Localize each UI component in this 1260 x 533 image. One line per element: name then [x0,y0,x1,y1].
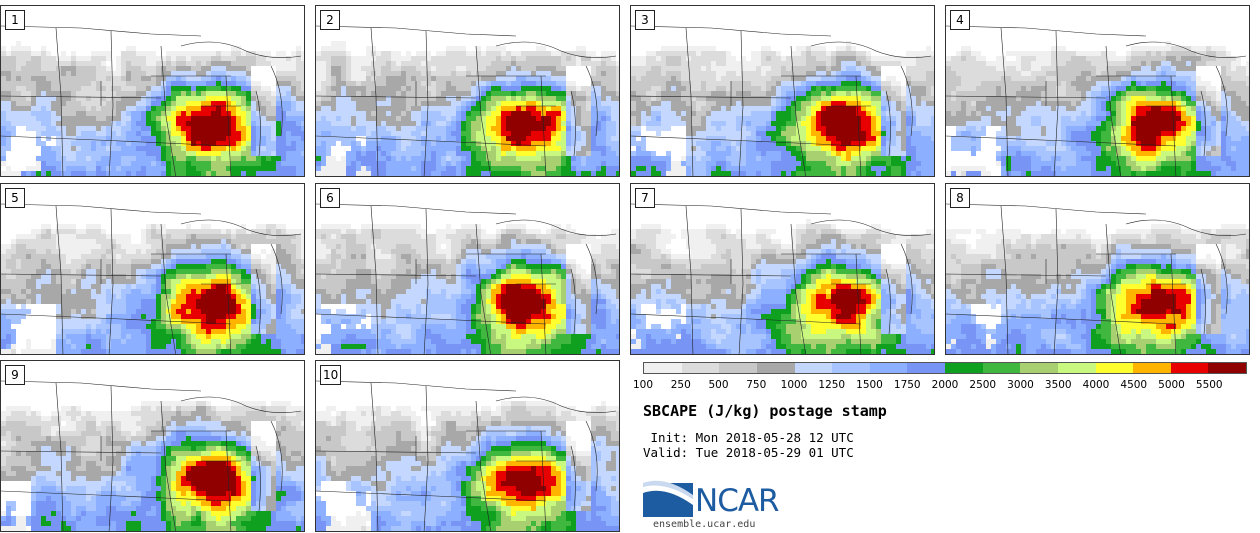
colorbar-tick-label: 1000 [780,379,808,391]
sbcape-field [946,203,1249,354]
sbcape-field [631,203,934,354]
colorbar-tick-label: 1500 [856,379,883,391]
ensemble-member-map-3: 3 [630,5,935,177]
ensemble-member-map-10: 10 [315,360,620,532]
sbcape-field [946,25,1249,176]
colorbar-segment [644,363,682,373]
valid-time: Valid: Tue 2018-05-29 01 UTC [643,445,854,460]
logo-url: ensemble.ucar.edu [653,519,756,530]
ensemble-member-map-7: 7 [630,183,935,355]
ensemble-member-map-2: 2 [315,5,620,177]
sbcape-field [1,380,304,531]
colorbar-tick-label: 3500 [1044,379,1072,391]
colorbar-tick-label: 1750 [893,379,921,391]
colorbar-tick-label: 2500 [969,379,997,391]
sbcape-colorbar [643,362,1247,374]
member-number-label: 4 [950,10,970,30]
sbcape-field [1,25,304,176]
colorbar-tick-label: 5000 [1158,379,1185,391]
colorbar-segment [1057,363,1096,373]
member-number-label: 1 [5,10,25,30]
ensemble-member-map-8: 8 [945,183,1250,355]
colorbar-segment [1095,363,1134,373]
colorbar-tick-label: 1250 [818,379,846,391]
sbcape-field [316,380,619,531]
colorbar-tick-label: 100 [632,379,654,391]
member-number-label: 6 [320,188,340,208]
sbcape-field [631,25,934,176]
colorbar-segment [1170,363,1209,373]
colorbar-segment [832,363,870,373]
init-time: Init: Mon 2018-05-28 12 UTC [643,430,854,445]
ensemble-member-map-6: 6 [315,183,620,355]
colorbar-segment [756,363,795,373]
colorbar-segment [1133,363,1171,373]
colorbar-segment [907,363,945,373]
colorbar-segment [1208,363,1246,373]
colorbar-segment [1020,363,1058,373]
colorbar-segment [681,363,720,373]
logo-wordmark: NCAR [695,483,780,519]
member-number-label: 8 [950,188,970,208]
colorbar-tick-label: 4500 [1120,379,1148,391]
colorbar-tick-label: 250 [670,379,691,391]
sbcape-field [316,25,619,176]
colorbar-tick-label: 5500 [1195,379,1223,391]
colorbar-segment [719,363,757,373]
member-number-label: 5 [5,188,25,208]
member-number-label: 10 [320,365,342,385]
colorbar-tick-label: 2000 [931,379,959,391]
colorbar-segment [869,363,908,373]
colorbar-segment [794,363,833,373]
ncar-logo: NCAR ensemble.ucar.edu [643,477,803,530]
colorbar-tick-labels: 100 250 500 750 1000 1250 1500 1750 2000 2500 3000… [633,379,1247,393]
member-number-label: 9 [5,365,25,385]
colorbar-tick-label: 750 [746,379,767,391]
member-number-label: 7 [635,188,655,208]
ncar-swoosh-icon [643,480,693,517]
plot-title: SBCAPE (J/kg) postage stamp [643,402,887,420]
sbcape-field [1,203,304,354]
ensemble-member-map-5: 5 [0,183,305,355]
colorbar-segment [945,363,983,373]
colorbar-tick-label: 4000 [1082,379,1110,391]
ensemble-member-map-4: 4 [945,5,1250,177]
ensemble-member-map-1: 1 [0,5,305,177]
member-number-label: 3 [635,10,655,30]
colorbar-tick-label: 3000 [1007,379,1034,391]
colorbar-segment [982,363,1021,373]
sbcape-field [316,203,619,354]
ensemble-member-map-9: 9 [0,360,305,532]
colorbar-tick-label: 500 [708,379,729,391]
member-number-label: 2 [320,10,340,30]
